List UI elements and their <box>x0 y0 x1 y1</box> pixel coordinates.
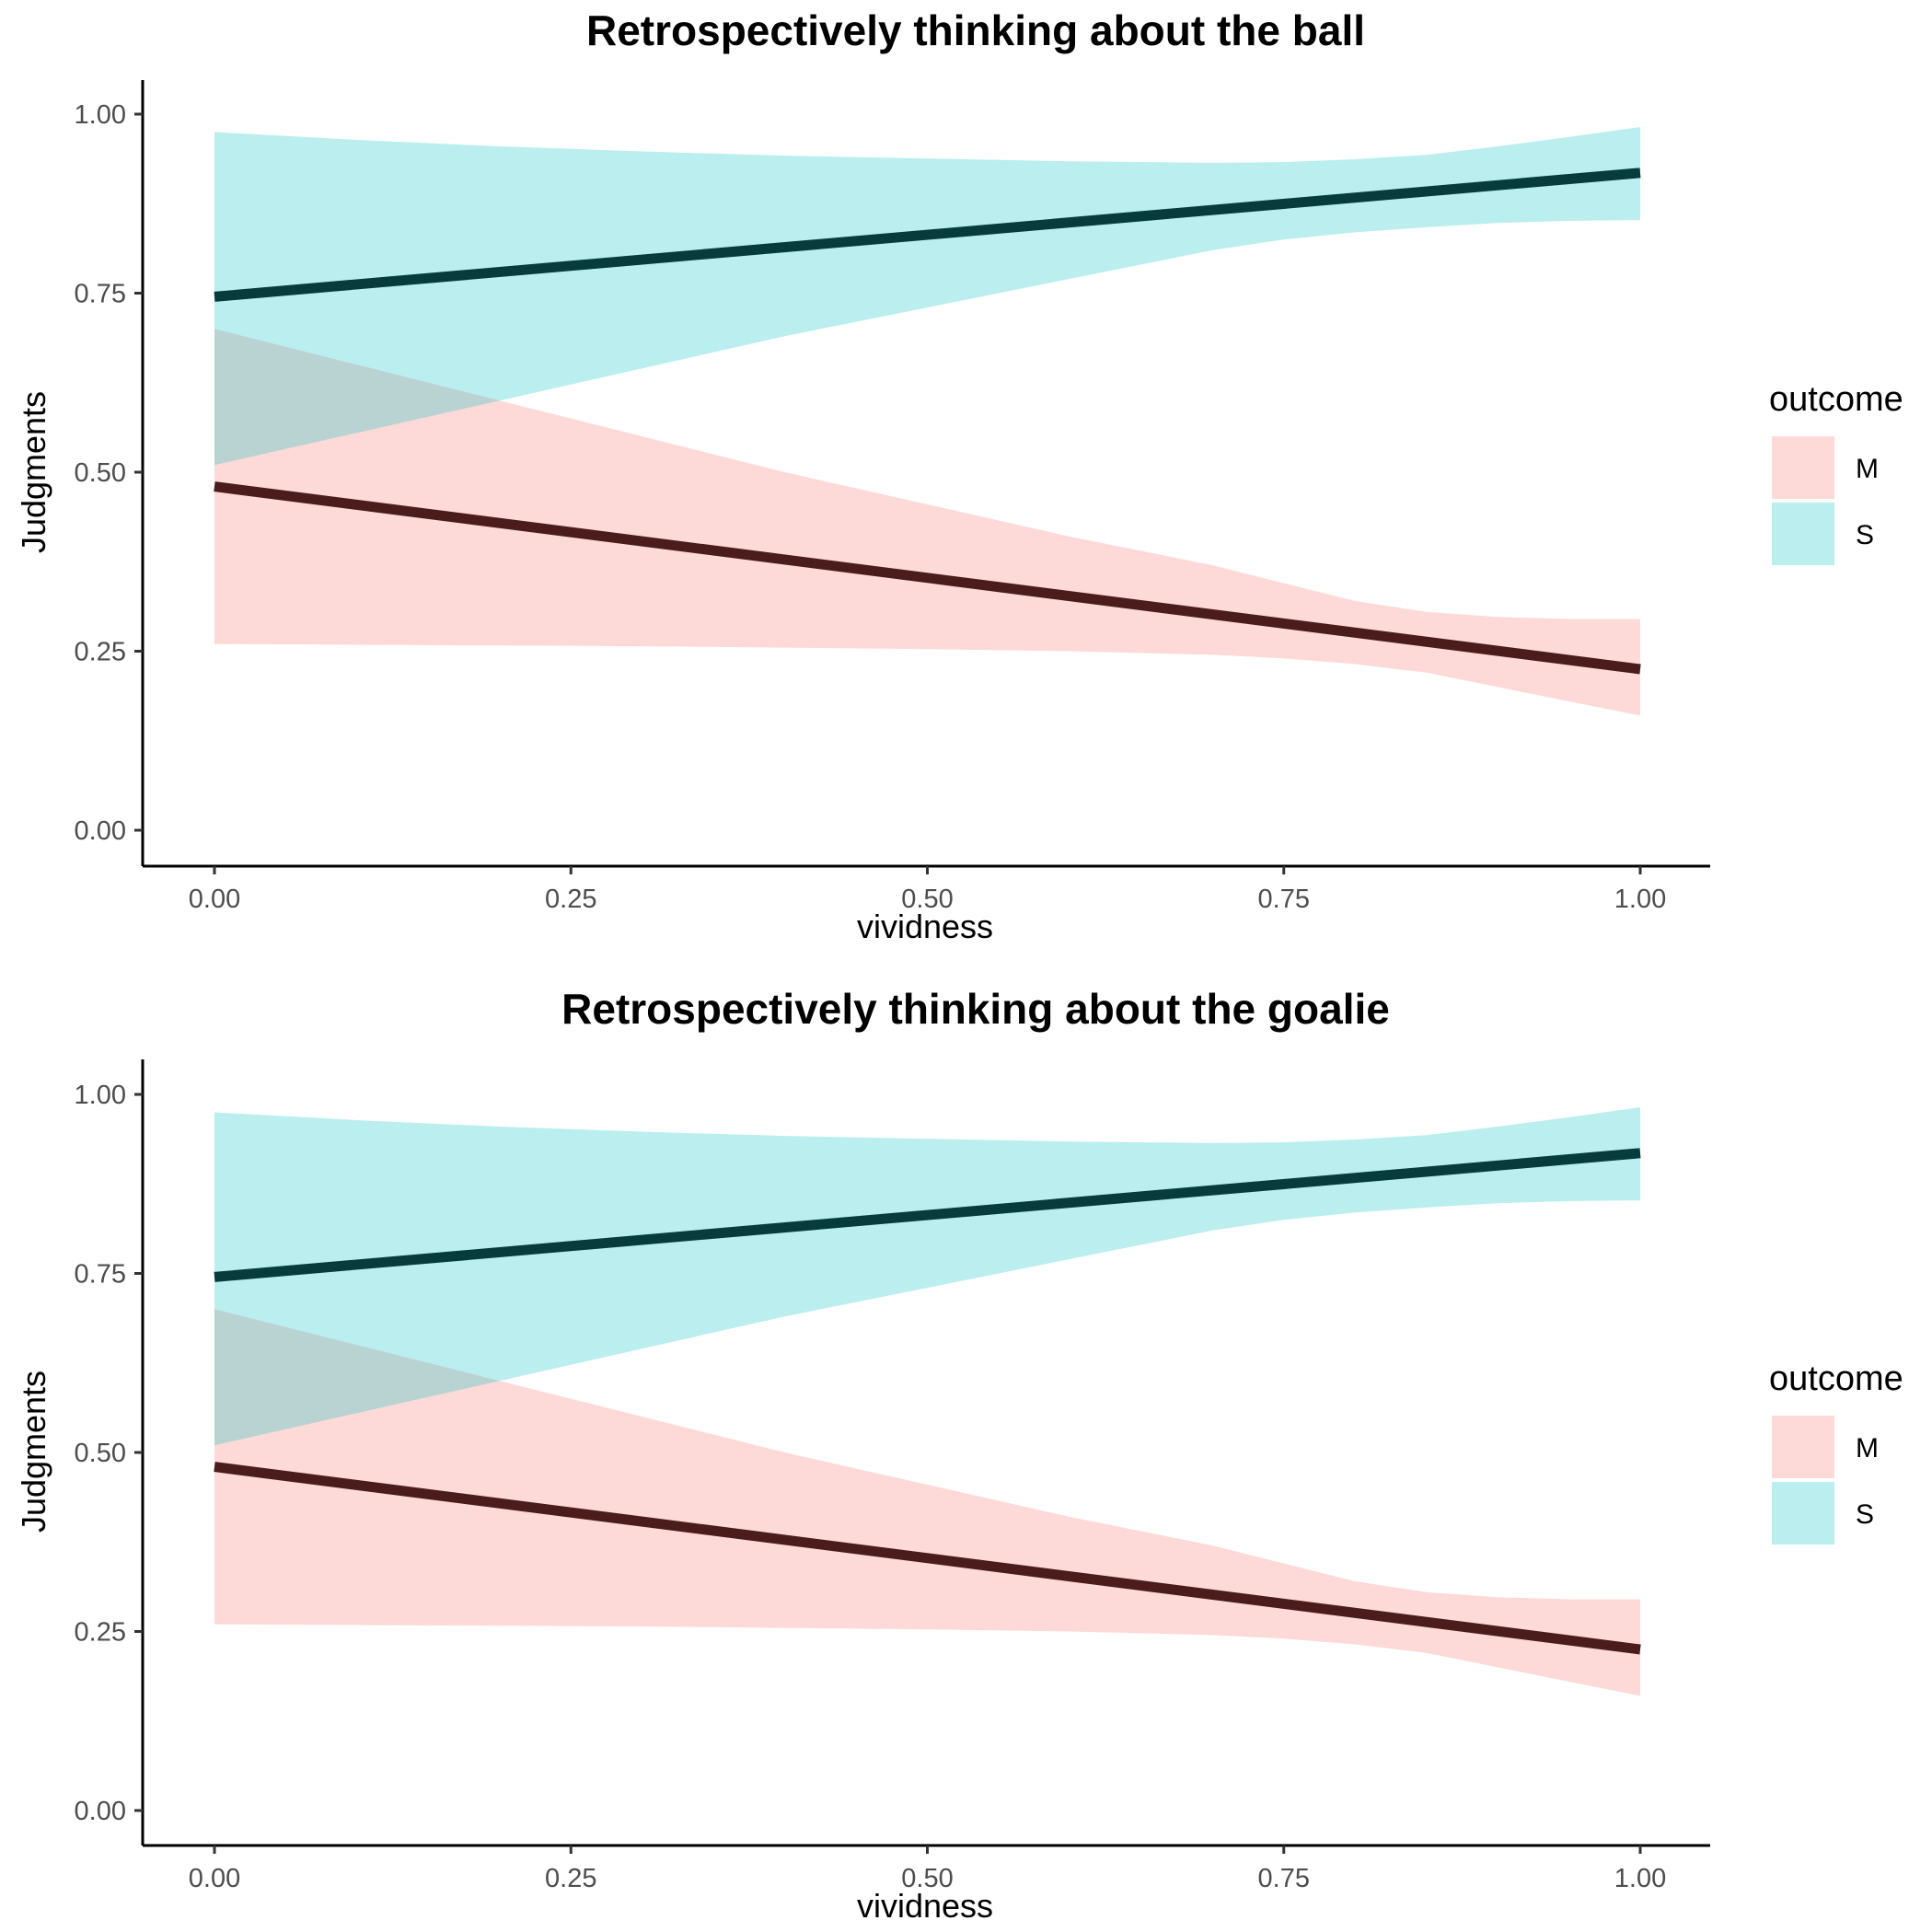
legend: outcome M S <box>1769 380 1903 565</box>
y-tick-label: 0.00 <box>75 816 126 846</box>
y-tick-label: 1.00 <box>75 100 126 130</box>
axes: 0.00 0.25 0.50 0.75 1.00 0.00 0.25 0.50 0.75 1.00 <box>75 80 1710 914</box>
y-axis-title: Judgments <box>15 391 52 553</box>
ribbons <box>214 1107 1640 1696</box>
chart-title: Retrospectively thinking about the ball <box>586 6 1365 54</box>
legend-title: outcome <box>1769 1359 1903 1398</box>
x-tick-label: 0.00 <box>189 1864 240 1893</box>
y-tick-label: 0.00 <box>75 1797 126 1826</box>
x-tick-label: 0.25 <box>545 1864 596 1893</box>
legend-label-s: S <box>1856 520 1874 550</box>
x-tick-label: 0.00 <box>189 885 240 914</box>
y-axis-title: Judgments <box>15 1371 52 1533</box>
x-axis-title: vividness <box>857 908 993 945</box>
legend-label-m: M <box>1856 454 1879 484</box>
legend-key-s <box>1772 1482 1834 1544</box>
y-tick-label: 0.50 <box>75 458 126 488</box>
y-tick-label: 0.75 <box>75 1260 126 1290</box>
y-tick-label: 0.50 <box>75 1439 126 1468</box>
fit-line-m <box>214 481 1641 675</box>
ribbons <box>214 127 1640 716</box>
legend-key-s <box>1772 503 1834 565</box>
y-tick-label: 1.00 <box>75 1081 126 1110</box>
axes: 0.00 0.25 0.50 0.75 1.00 0.00 0.25 0.50 0.75 1.00 <box>75 1059 1710 1893</box>
x-tick-label: 1.00 <box>1614 1864 1666 1893</box>
y-tick-label: 0.25 <box>75 638 126 667</box>
fit-line-s <box>214 1148 1641 1282</box>
x-tick-label: 0.25 <box>545 885 596 914</box>
chart-panel-ball: Retrospectively thinking about the ball … <box>15 6 1903 945</box>
confidence-ribbon-s <box>214 1107 1640 1446</box>
legend-key-m <box>1772 1416 1834 1478</box>
x-axis-title: vividness <box>857 1887 993 1925</box>
x-tick-label: 0.50 <box>901 885 953 914</box>
legend-title: outcome <box>1769 380 1903 419</box>
legend: outcome M S <box>1769 1359 1903 1544</box>
x-tick-label: 0.75 <box>1258 1864 1310 1893</box>
fit-lines <box>214 1148 1641 1655</box>
x-tick-label: 1.00 <box>1614 885 1666 914</box>
fit-line-s <box>214 168 1641 302</box>
legend-key-m <box>1772 436 1834 499</box>
chart-panel-goalie: Retrospectively thinking about the goali… <box>15 985 1903 1925</box>
legend-label-m: M <box>1856 1433 1879 1463</box>
x-tick-label: 0.50 <box>901 1864 953 1893</box>
fit-lines <box>214 168 1641 675</box>
y-tick-label: 0.75 <box>75 280 126 309</box>
y-tick-label: 0.25 <box>75 1618 126 1648</box>
fit-line-m <box>214 1462 1641 1655</box>
confidence-ribbon-s <box>214 127 1640 466</box>
legend-label-s: S <box>1856 1499 1874 1530</box>
x-tick-label: 0.75 <box>1258 885 1310 914</box>
chart-title: Retrospectively thinking about the goali… <box>561 985 1390 1033</box>
